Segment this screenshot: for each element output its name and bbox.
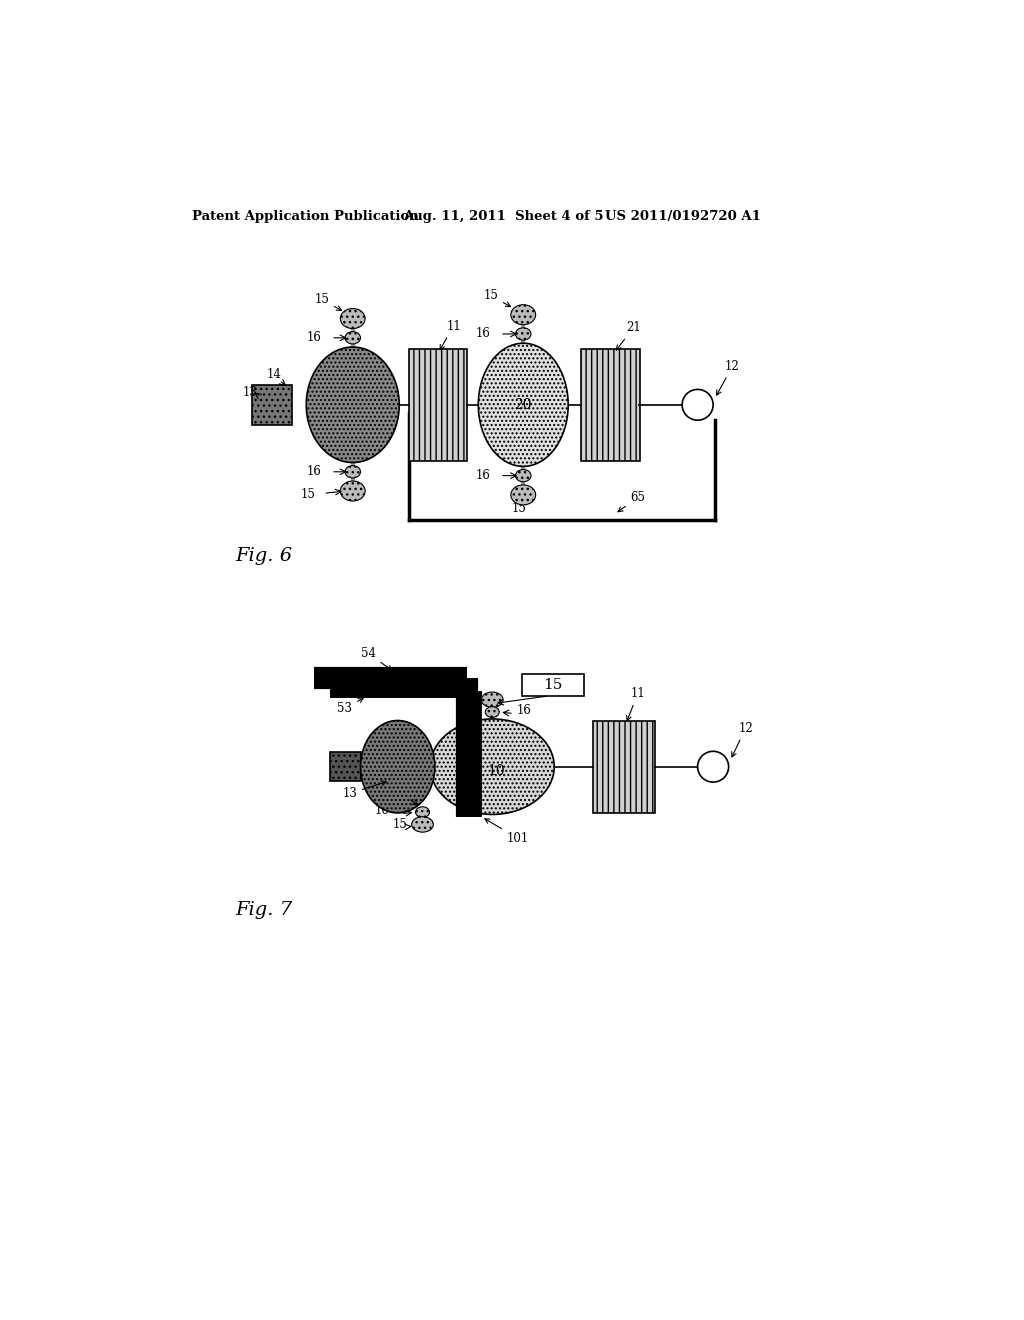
Ellipse shape [430, 719, 554, 814]
Text: 15: 15 [483, 289, 510, 306]
Text: Fig. 7: Fig. 7 [234, 902, 292, 920]
Text: 21: 21 [616, 321, 641, 350]
Circle shape [682, 389, 713, 420]
Ellipse shape [340, 480, 366, 502]
Ellipse shape [478, 343, 568, 466]
Bar [330, 752, 360, 781]
Ellipse shape [345, 466, 360, 478]
Text: 10: 10 [487, 763, 505, 777]
Ellipse shape [511, 305, 536, 325]
Text: 16: 16 [307, 465, 322, 478]
Ellipse shape [412, 817, 433, 832]
Ellipse shape [340, 309, 366, 329]
Text: 54: 54 [360, 647, 392, 671]
Text: 16: 16 [476, 327, 490, 341]
Text: 15: 15 [392, 817, 407, 830]
Text: 14: 14 [266, 368, 282, 381]
Text: 13: 13 [243, 385, 258, 399]
Ellipse shape [416, 807, 429, 817]
Text: Aug. 11, 2011  Sheet 4 of 5: Aug. 11, 2011 Sheet 4 of 5 [403, 210, 604, 223]
Text: 15: 15 [301, 488, 315, 502]
Circle shape [697, 751, 729, 781]
Text: 65: 65 [617, 491, 645, 512]
Ellipse shape [481, 692, 503, 708]
Text: 14: 14 [398, 785, 413, 799]
Text: 53: 53 [338, 698, 364, 715]
Text: 12: 12 [717, 360, 740, 395]
Text: 13: 13 [342, 781, 386, 800]
Text: 16: 16 [375, 804, 390, 817]
Text: 11: 11 [627, 686, 645, 721]
Ellipse shape [515, 470, 531, 482]
Text: 16: 16 [307, 331, 322, 345]
Text: 16: 16 [517, 704, 531, 717]
Ellipse shape [306, 347, 399, 462]
Ellipse shape [360, 721, 435, 813]
Text: 11: 11 [440, 319, 461, 350]
Bar [521, 675, 584, 696]
Ellipse shape [485, 706, 500, 718]
Bar [252, 385, 292, 425]
Ellipse shape [345, 331, 360, 345]
Ellipse shape [515, 327, 531, 341]
Text: 15: 15 [314, 293, 341, 310]
Bar [582, 350, 640, 461]
Text: Patent Application Publication: Patent Application Publication [191, 210, 418, 223]
Text: 15: 15 [543, 678, 562, 692]
Text: US 2011/0192720 A1: US 2011/0192720 A1 [604, 210, 761, 223]
Bar [410, 350, 467, 461]
Text: 20: 20 [514, 397, 532, 412]
Text: Fig. 6: Fig. 6 [234, 548, 292, 565]
Ellipse shape [511, 484, 536, 506]
Text: 12: 12 [732, 722, 753, 756]
Text: 16: 16 [476, 469, 490, 482]
Text: 101: 101 [484, 818, 529, 845]
Text: 15: 15 [512, 502, 526, 515]
Bar [593, 721, 655, 813]
